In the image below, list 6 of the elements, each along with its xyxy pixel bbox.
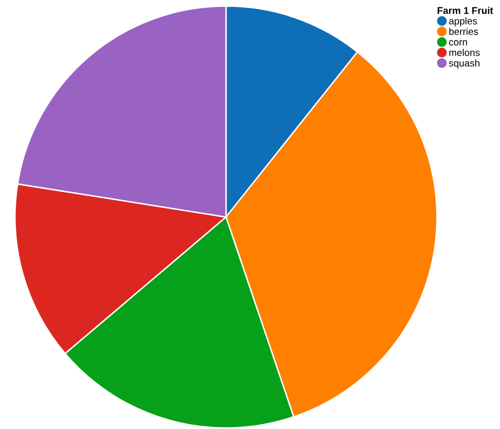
legend-label: squash — [448, 59, 480, 68]
legend-label: apples — [449, 17, 477, 26]
legend-title: Farm 1 Fruit — [438, 6, 494, 14]
legend-label: melons — [449, 48, 480, 56]
legend-label: corn — [449, 40, 467, 46]
legend-label: berries — [449, 28, 478, 35]
